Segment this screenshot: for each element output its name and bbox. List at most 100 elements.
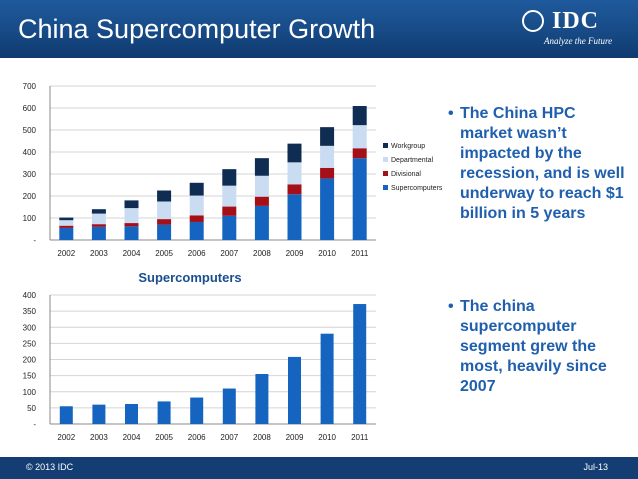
stack-xtick-label: 2005 — [155, 249, 173, 258]
footer-date: Jul-13 — [583, 462, 608, 472]
super-ytick-label: 300 — [23, 323, 37, 332]
stack-bar-supercomputers — [59, 227, 74, 240]
idc-globe-icon — [522, 10, 544, 32]
super-bar — [157, 401, 171, 424]
legend-swatch — [383, 143, 388, 148]
legend-entry: Supercomputers — [391, 185, 443, 192]
footer-copyright: © 2013 IDC — [26, 462, 74, 472]
legend-entry: Workgroup — [391, 143, 425, 150]
stack-bar-departmental — [91, 213, 106, 225]
logo-tagline: Analyze the Future — [544, 36, 613, 46]
stack-xtick-label: 2006 — [188, 249, 206, 258]
super-xtick-label: 2009 — [286, 433, 304, 442]
super-bar — [222, 388, 236, 424]
super-bar — [92, 404, 106, 424]
stack-xtick-label: 2003 — [90, 249, 108, 258]
stack-bar-departmental — [287, 162, 302, 185]
stack-ytick-label: 400 — [23, 148, 37, 157]
stack-bar-departmental — [189, 195, 204, 216]
super-bar — [255, 374, 269, 424]
stack-bar-workgroup — [91, 209, 106, 214]
super-ytick-label: 100 — [23, 388, 37, 397]
slide-title: China Supercomputer Growth — [18, 14, 376, 44]
stack-bar-workgroup — [189, 182, 204, 196]
stack-bar-divisional — [157, 219, 172, 225]
super-xtick-label: 2011 — [351, 433, 369, 442]
stack-bar-departmental — [352, 125, 367, 149]
legend-entry: Divisional — [391, 171, 421, 178]
super-bar — [190, 397, 204, 424]
super-ytick-label: 200 — [23, 356, 37, 365]
super-xtick-label: 2007 — [220, 433, 238, 442]
stack-bar-departmental — [124, 208, 139, 224]
super-xtick-label: 2003 — [90, 433, 108, 442]
stack-xtick-label: 2009 — [286, 249, 304, 258]
super-ytick-label: 350 — [23, 307, 37, 316]
stack-ytick-label: 300 — [23, 170, 37, 179]
stack-bar-divisional — [254, 196, 269, 206]
stack-ytick-label: 100 — [23, 214, 37, 223]
bullet-marker: • — [448, 298, 454, 315]
stack-bar-divisional — [352, 148, 367, 159]
super-ytick-label: 250 — [23, 339, 37, 348]
stack-xtick-label: 2010 — [318, 249, 336, 258]
logo-name: IDC — [552, 8, 600, 34]
title-bar: China Supercomputer Growth IDC Analyze t… — [0, 0, 638, 58]
super-ytick-label: - — [33, 420, 36, 429]
idc-logo: IDC Analyze the Future — [522, 8, 622, 52]
stack-bar-supercomputers — [157, 224, 172, 240]
super-bar — [320, 333, 334, 424]
stack-bar-departmental — [157, 201, 172, 220]
super-xtick-label: 2004 — [123, 433, 141, 442]
stack-bar-supercomputers — [124, 226, 139, 240]
super-ytick-label: 400 — [23, 291, 37, 300]
stack-bar-workgroup — [320, 127, 335, 146]
super-bar — [288, 356, 301, 424]
stack-ytick-label: 600 — [23, 104, 37, 113]
legend-entry: Departmental — [391, 157, 433, 164]
stack-bar-departmental — [320, 145, 335, 168]
stack-bar-workgroup — [124, 200, 139, 209]
stack-bar-departmental — [222, 185, 237, 207]
stack-bar-supercomputers — [287, 194, 302, 240]
footer: © 2013 IDC Jul-13 — [0, 457, 638, 479]
stack-xtick-label: 2007 — [220, 249, 238, 258]
stack-ytick-label: 500 — [23, 126, 37, 135]
super-bar — [353, 304, 367, 424]
super-ytick-label: 50 — [27, 404, 36, 413]
stack-bar-divisional — [59, 225, 74, 228]
stack-bar-divisional — [189, 215, 204, 222]
stack-xtick-label: 2011 — [351, 249, 369, 258]
chart-title: Supercomputers — [138, 270, 241, 285]
bullet-marker: • — [448, 105, 454, 122]
stack-bar-supercomputers — [320, 178, 335, 240]
stack-bar-workgroup — [157, 190, 172, 202]
stack-bar-divisional — [222, 206, 237, 216]
stack-bar-divisional — [124, 223, 139, 227]
stack-xtick-label: 2002 — [57, 249, 75, 258]
stack-bar-workgroup — [254, 158, 269, 176]
bullet-recession: • The China HPC market wasn’t impacted b… — [448, 104, 628, 224]
bullet-text: The China HPC market wasn’t impacted by … — [460, 105, 625, 222]
super-xtick-label: 2006 — [188, 433, 206, 442]
stack-ytick-label: 200 — [23, 192, 37, 201]
legend-swatch — [383, 185, 388, 190]
stack-bar-workgroup — [59, 217, 74, 221]
super-xtick-label: 2010 — [318, 433, 336, 442]
stack-bar-supercomputers — [222, 215, 237, 240]
super-xtick-label: 2008 — [253, 433, 271, 442]
super-ytick-label: 150 — [23, 372, 37, 381]
stack-bar-workgroup — [352, 106, 367, 126]
stack-bar-workgroup — [222, 169, 237, 186]
stack-xtick-label: 2004 — [123, 249, 141, 258]
stack-bar-departmental — [254, 175, 269, 197]
stack-ytick-label: - — [33, 236, 36, 245]
stack-bar-supercomputers — [254, 205, 269, 240]
super-bar — [59, 406, 73, 424]
stack-bar-supercomputers — [189, 221, 204, 240]
stack-xtick-label: 2008 — [253, 249, 271, 258]
stack-bar-supercomputers — [91, 226, 106, 240]
super-xtick-label: 2002 — [57, 433, 75, 442]
legend-swatch — [383, 157, 388, 162]
